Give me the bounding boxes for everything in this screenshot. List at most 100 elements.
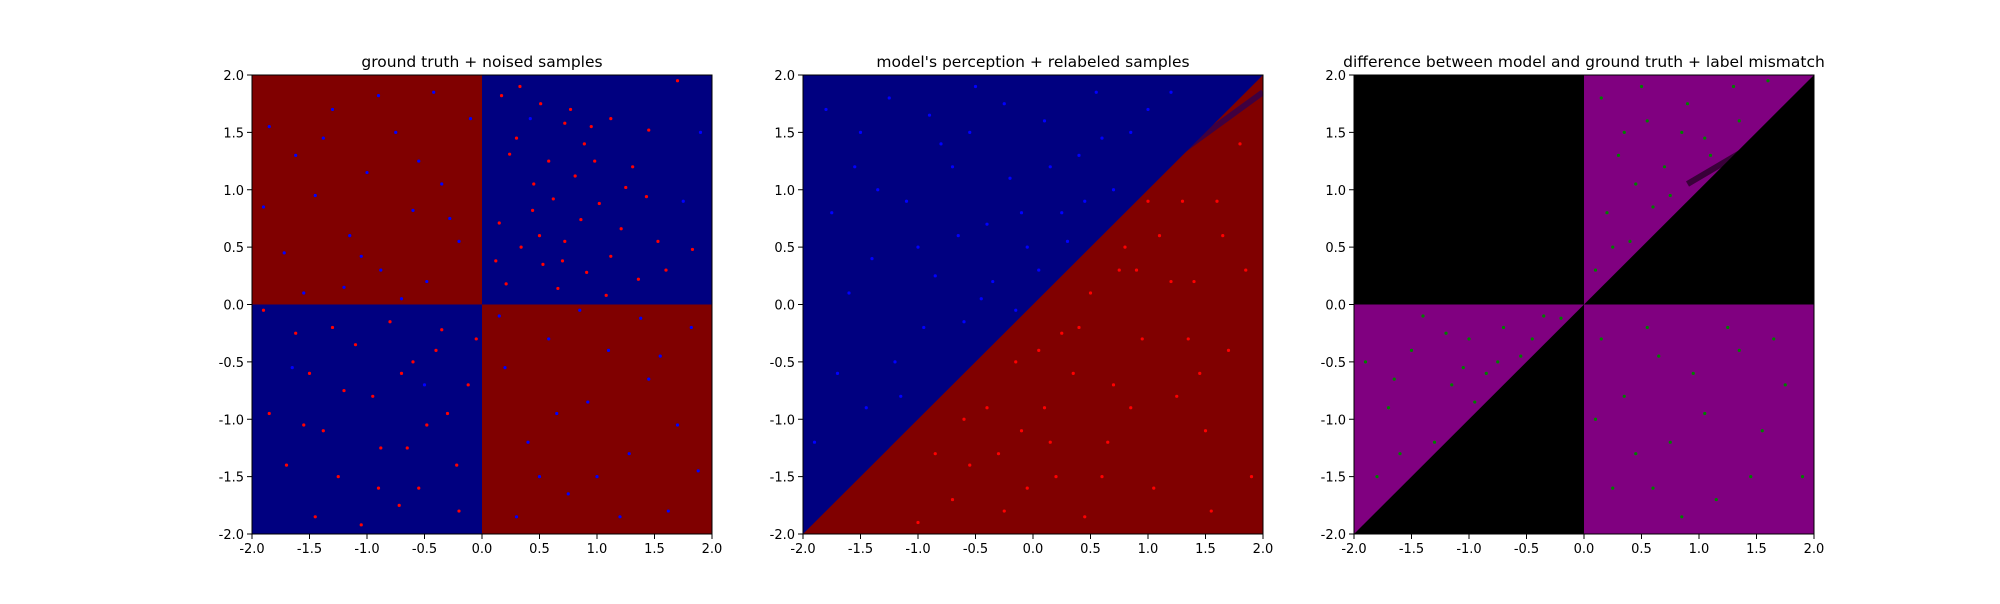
data-point bbox=[1651, 486, 1655, 490]
data-point bbox=[675, 79, 680, 83]
data-point bbox=[962, 417, 966, 421]
data-point bbox=[1025, 245, 1029, 249]
data-point bbox=[1645, 119, 1649, 123]
data-point bbox=[876, 188, 880, 192]
data-point bbox=[1152, 486, 1156, 490]
chart-panel-2: -2.0 -1.5 -1.0 -0.5 0.0 0.5 1.0 1.5 2.0 -2.0 -1.5 -… bbox=[770, 53, 1274, 557]
data-point bbox=[353, 343, 358, 347]
data-point bbox=[1737, 119, 1741, 123]
data-point bbox=[1714, 497, 1718, 502]
data-point bbox=[696, 469, 700, 473]
x-tick-label: 1.5 bbox=[1746, 542, 1767, 557]
data-point bbox=[962, 320, 966, 324]
y-tick-label: -1.5 bbox=[1321, 471, 1346, 486]
data-point bbox=[1703, 136, 1707, 140]
data-point bbox=[1708, 153, 1713, 157]
y-tick-label: 1.0 bbox=[774, 184, 795, 199]
data-point bbox=[1198, 371, 1202, 375]
data-point bbox=[1238, 142, 1242, 146]
data-point bbox=[1530, 337, 1534, 341]
data-point bbox=[313, 515, 317, 519]
y-tick-label: 2.0 bbox=[1325, 69, 1346, 84]
data-point bbox=[1760, 429, 1764, 433]
data-point bbox=[1392, 377, 1396, 381]
data-point bbox=[411, 208, 415, 213]
data-point bbox=[593, 159, 597, 163]
x-tick-label: 2.0 bbox=[1804, 542, 1825, 557]
y-tick-label: 0.0 bbox=[1325, 299, 1346, 314]
data-point bbox=[1100, 475, 1104, 479]
data-point bbox=[474, 337, 478, 341]
data-point bbox=[359, 254, 363, 258]
data-point bbox=[531, 208, 535, 213]
data-point bbox=[627, 452, 631, 456]
data-point bbox=[417, 159, 421, 163]
data-point bbox=[302, 291, 306, 295]
y-tick-label: 1.5 bbox=[1325, 126, 1346, 141]
data-point bbox=[1726, 325, 1730, 330]
data-point bbox=[636, 277, 641, 281]
data-point bbox=[466, 383, 470, 387]
data-point bbox=[267, 125, 271, 129]
data-point bbox=[365, 170, 369, 175]
data-point bbox=[371, 394, 375, 398]
data-point bbox=[1628, 239, 1632, 243]
data-point bbox=[1421, 314, 1425, 318]
data-point bbox=[1088, 291, 1093, 295]
data-point bbox=[1019, 429, 1024, 433]
data-point bbox=[578, 308, 582, 312]
data-point bbox=[1203, 429, 1208, 433]
data-point bbox=[528, 117, 532, 121]
data-point bbox=[582, 142, 586, 146]
data-point bbox=[1002, 102, 1006, 106]
data-point bbox=[397, 503, 401, 507]
region-mismatch-bottom-left bbox=[1354, 304, 1584, 534]
data-point bbox=[440, 328, 444, 332]
x-tick-label: -1.0 bbox=[1456, 542, 1481, 557]
y-tick-label: -1.0 bbox=[770, 413, 795, 428]
data-point bbox=[432, 90, 436, 94]
x-tick-label: 0.5 bbox=[1080, 542, 1101, 557]
data-point bbox=[302, 423, 306, 427]
data-point bbox=[1593, 268, 1598, 272]
x-tick-label: 1.5 bbox=[644, 542, 665, 557]
region-above-diagonal bbox=[803, 75, 1263, 534]
y-tick-label: -2.0 bbox=[1321, 528, 1346, 543]
data-point bbox=[1386, 406, 1391, 410]
y-tick-label: -0.5 bbox=[219, 356, 244, 371]
data-point bbox=[1749, 475, 1753, 479]
data-point bbox=[539, 102, 543, 106]
y-tick-label: 0.0 bbox=[223, 299, 244, 314]
data-point bbox=[555, 411, 559, 416]
data-point bbox=[1662, 165, 1667, 169]
data-point bbox=[656, 239, 660, 243]
data-point bbox=[887, 96, 891, 100]
data-point bbox=[985, 406, 989, 410]
x-tick-label: -2.0 bbox=[239, 542, 264, 557]
y-tick-label: 2.0 bbox=[774, 69, 795, 84]
data-point bbox=[455, 463, 459, 467]
data-point bbox=[1634, 452, 1638, 456]
data-point bbox=[916, 245, 920, 249]
y-tick-label: -0.5 bbox=[1321, 356, 1346, 371]
data-point bbox=[440, 182, 444, 186]
data-point bbox=[1175, 394, 1179, 398]
data-point bbox=[690, 247, 695, 252]
data-point bbox=[1129, 130, 1133, 134]
data-point bbox=[1691, 371, 1695, 375]
data-point bbox=[689, 325, 693, 330]
data-point bbox=[526, 440, 530, 444]
data-point bbox=[568, 107, 573, 112]
data-point bbox=[1157, 234, 1162, 238]
data-point bbox=[664, 268, 668, 272]
data-point bbox=[425, 423, 429, 427]
data-point bbox=[1186, 337, 1190, 341]
data-point bbox=[968, 463, 972, 467]
data-point bbox=[468, 117, 473, 121]
y-tick-label: -2.0 bbox=[219, 528, 244, 543]
data-point bbox=[1398, 452, 1402, 456]
data-point bbox=[606, 348, 611, 352]
region-mismatch-bottom-right bbox=[1584, 304, 1814, 534]
boundary-artifact bbox=[1134, 89, 1263, 187]
data-point bbox=[1668, 440, 1672, 444]
